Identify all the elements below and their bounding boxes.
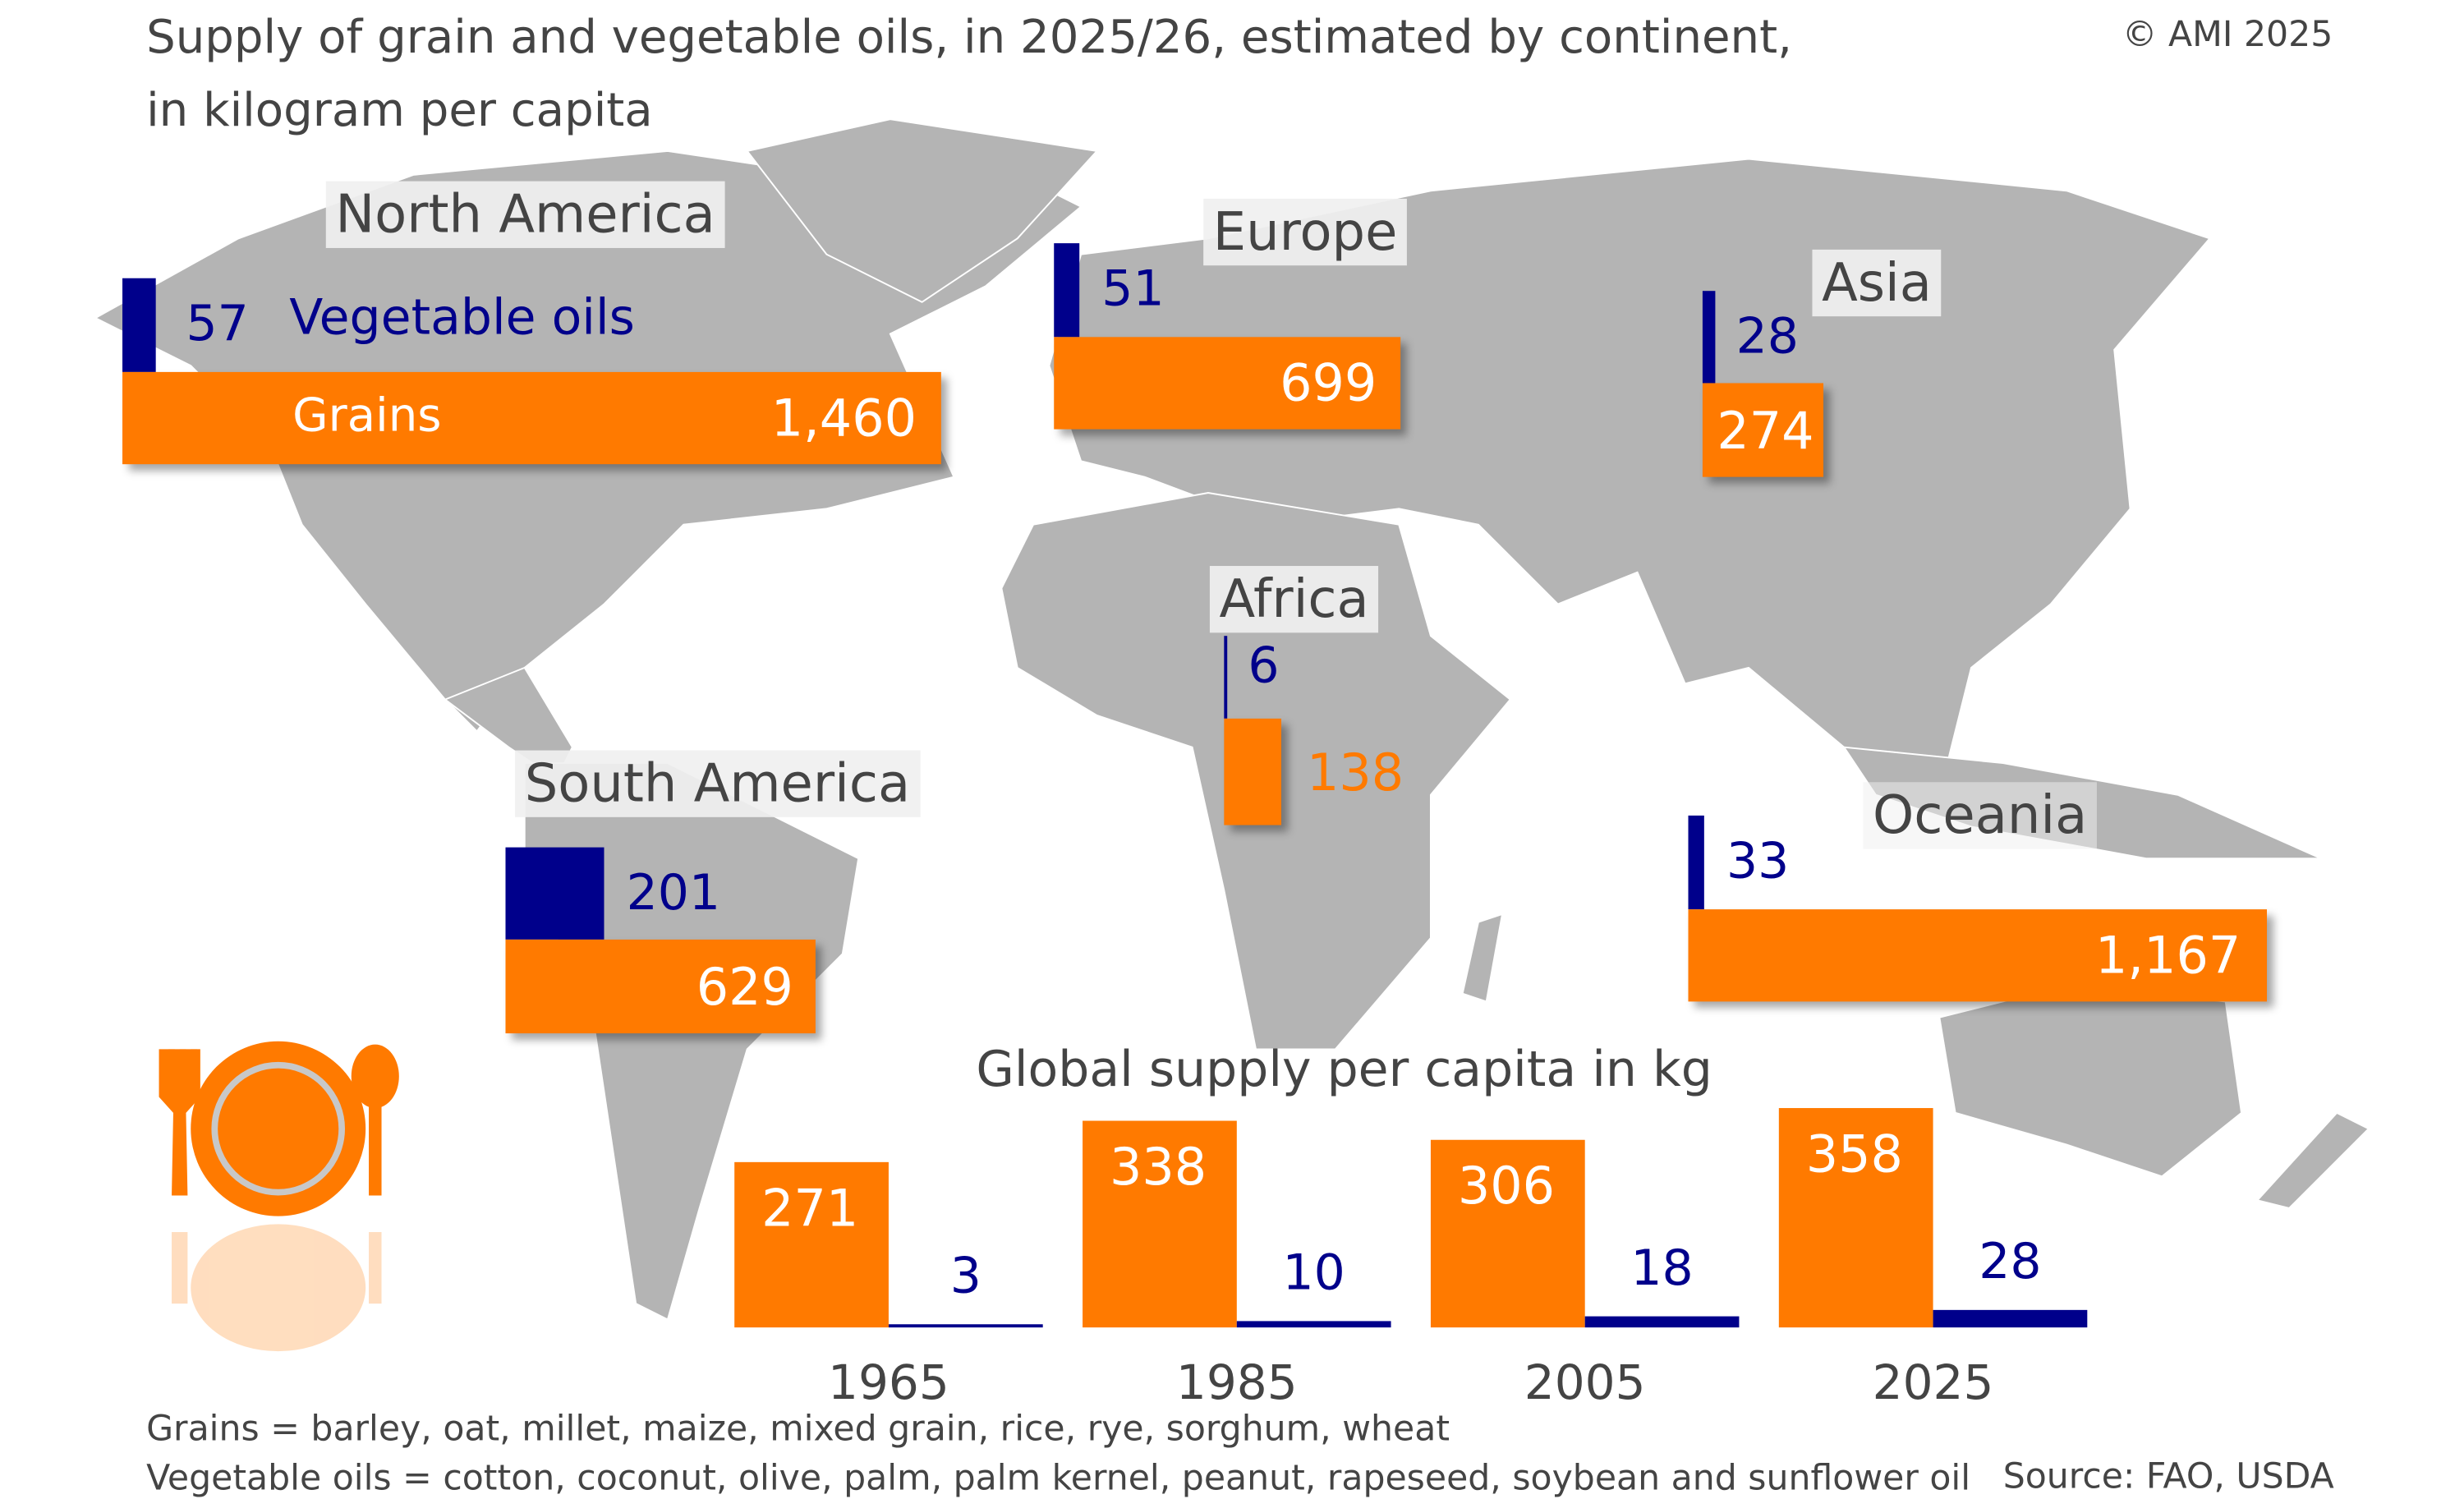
grain-bar-north-america bbox=[122, 371, 941, 465]
legend-vegetable-oils: Vegetable oils bbox=[289, 289, 635, 347]
global-grain-value-2025: 358 bbox=[1805, 1124, 1903, 1185]
global-oil-value-1985: 10 bbox=[1282, 1244, 1345, 1303]
global-grain-bar-1965 bbox=[734, 1161, 889, 1328]
oil-bar-africa bbox=[1224, 636, 1228, 719]
footnote-oils: Vegetable oils = cotton, coconut, olive,… bbox=[146, 1459, 1971, 1499]
oil-bar-south-america bbox=[505, 847, 605, 940]
grain-bar-south-america bbox=[505, 939, 816, 1034]
global-chart-title: Global supply per capita in kg bbox=[976, 1041, 1712, 1099]
oil-value-asia: 28 bbox=[1735, 308, 1799, 366]
continent-label-africa: Africa bbox=[1209, 566, 1379, 633]
oil-bar-north-america bbox=[122, 278, 156, 372]
grain-bar-oceania bbox=[1688, 909, 2268, 1002]
continent-label-oceania: Oceania bbox=[1863, 782, 2097, 849]
global-grain-value-2005: 306 bbox=[1457, 1156, 1556, 1217]
oil-bar-europe bbox=[1054, 243, 1080, 338]
grain-value-asia: 274 bbox=[1717, 400, 1814, 462]
global-oil-value-1965: 3 bbox=[949, 1248, 981, 1306]
global-oil-value-2025: 28 bbox=[1979, 1234, 2042, 1292]
global-grain-bar-2005 bbox=[1430, 1140, 1585, 1328]
grain-bar-asia bbox=[1702, 383, 1824, 477]
source: Source: FAO, USDA bbox=[2002, 1457, 2334, 1498]
global-grain-value-1965: 271 bbox=[761, 1177, 859, 1239]
global-grain-value-1985: 338 bbox=[1109, 1136, 1207, 1198]
oil-value-europe: 51 bbox=[1101, 260, 1165, 319]
map-new-zealand bbox=[2255, 1111, 2370, 1210]
footnote-grains: Grains = barley, oat, millet, maize, mix… bbox=[146, 1409, 1450, 1451]
oil-value-north-america: 57 bbox=[186, 296, 249, 353]
oil-value-oceania: 33 bbox=[1726, 833, 1790, 890]
global-oil-bar-2025 bbox=[1933, 1310, 2088, 1328]
legend-grains: Grains bbox=[292, 388, 442, 443]
grain-value-oceania: 1,167 bbox=[2094, 925, 2241, 986]
year-label-2005: 2005 bbox=[1524, 1355, 1646, 1412]
year-label-1985: 1985 bbox=[1175, 1355, 1298, 1412]
grain-value-africa: 138 bbox=[1306, 742, 1404, 803]
global-oil-bar-1985 bbox=[1236, 1321, 1391, 1328]
map-madagascar bbox=[1461, 913, 1504, 1003]
continent-label-north-america: North America bbox=[325, 181, 725, 248]
grain-bar-africa bbox=[1224, 718, 1282, 825]
grain-bar-europe bbox=[1054, 337, 1401, 430]
grain-value-europe: 699 bbox=[1280, 352, 1377, 414]
global-oil-bar-1965 bbox=[888, 1324, 1043, 1328]
year-label-1965: 1965 bbox=[828, 1355, 949, 1412]
grain-value-north-america: 1,460 bbox=[770, 388, 917, 448]
grain-value-south-america: 629 bbox=[696, 957, 793, 1018]
global-grain-bar-2025 bbox=[1778, 1108, 1933, 1328]
global-oil-value-2005: 18 bbox=[1630, 1239, 1694, 1298]
oil-value-south-america: 201 bbox=[626, 864, 721, 922]
oil-value-africa: 6 bbox=[1248, 637, 1280, 695]
continent-label-asia: Asia bbox=[1812, 249, 1942, 317]
global-oil-bar-2005 bbox=[1584, 1316, 1740, 1328]
copyright: © AMI 2025 bbox=[2122, 16, 2333, 56]
global-grain-bar-1985 bbox=[1083, 1120, 1237, 1328]
map-greenland bbox=[745, 118, 1099, 303]
continent-label-europe: Europe bbox=[1203, 198, 1408, 266]
oil-bar-asia bbox=[1702, 291, 1716, 384]
title-line-1: Supply of grain and vegetable oils, in 2… bbox=[146, 9, 1793, 64]
oil-bar-oceania bbox=[1688, 815, 1704, 910]
title-line-2: in kilogram per capita bbox=[146, 82, 653, 137]
continent-label-south-america: South America bbox=[515, 750, 920, 817]
year-label-2025: 2025 bbox=[1872, 1355, 1994, 1412]
